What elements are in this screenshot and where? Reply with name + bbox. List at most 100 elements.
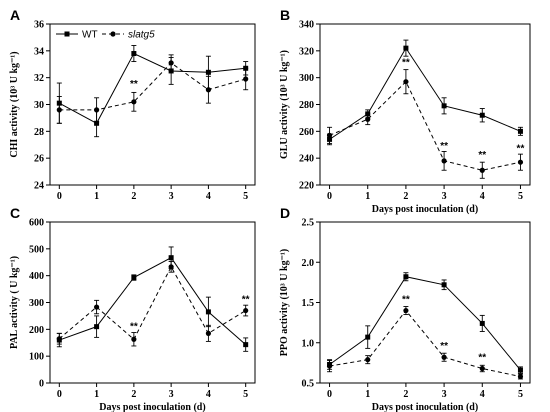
- significance-mark: **: [130, 79, 138, 90]
- data-point: [205, 309, 211, 315]
- significance-mark: **: [440, 341, 448, 352]
- y-tick-label: 36: [34, 20, 44, 31]
- x-tick-label: 4: [206, 389, 211, 400]
- y-tick-label: 220: [299, 181, 314, 192]
- x-tick-label: 2: [131, 191, 136, 202]
- data-point: [517, 128, 523, 134]
- y-tick-label: 34: [34, 46, 44, 57]
- y-axis-title: GLU activity (10³ U kg⁻¹): [279, 50, 290, 159]
- data-point: [479, 167, 485, 173]
- x-tick-label: 3: [169, 191, 174, 202]
- x-tick-label: 4: [480, 389, 485, 400]
- y-tick-label: 200: [29, 325, 44, 336]
- y-tick-label: 2.5: [302, 218, 315, 229]
- data-point: [403, 79, 409, 85]
- legend-label: WT: [82, 30, 98, 41]
- x-tick-label: 2: [403, 389, 408, 400]
- data-point: [403, 45, 409, 51]
- data-point: [441, 103, 447, 109]
- y-tick-label: 300: [29, 298, 44, 309]
- data-point: [403, 274, 409, 280]
- series-line: [59, 52, 246, 124]
- x-tick-label: 5: [243, 191, 248, 202]
- data-point: [56, 336, 62, 342]
- significance-mark: **: [440, 141, 448, 152]
- series-wt: [327, 39, 523, 146]
- x-tick-label: 1: [94, 389, 99, 400]
- series-mutant: [56, 260, 249, 347]
- x-tick-label: 2: [403, 191, 408, 202]
- x-tick-label: 1: [365, 389, 370, 400]
- data-point: [403, 307, 409, 314]
- y-tick-label: 600: [29, 218, 44, 229]
- data-point: [205, 69, 211, 75]
- data-point: [441, 158, 447, 164]
- x-tick-label: 1: [94, 191, 99, 202]
- series-line: [329, 276, 521, 371]
- data-point: [326, 132, 333, 138]
- legend: WT slatg5: [56, 30, 155, 41]
- panel-letter: D: [280, 205, 290, 221]
- data-point: [365, 357, 371, 363]
- y-axis-title: CHI activity (10³ U kg⁻¹): [9, 51, 20, 157]
- data-point: [243, 307, 249, 314]
- y-tick-label: 30: [34, 100, 44, 111]
- legend-marker: [64, 31, 70, 37]
- data-point: [365, 334, 371, 340]
- x-tick-label: 1: [365, 191, 370, 202]
- significance-mark: **: [130, 321, 138, 332]
- y-tick-label: 2.0: [302, 258, 315, 269]
- x-axis-title: Days post inoculation (d): [372, 402, 478, 412]
- panel-letter: A: [10, 7, 20, 23]
- data-point: [441, 282, 447, 288]
- panel-b: B 220 240 260 280 300 320 340 0 1 2 3 4 5 Days post in…: [279, 7, 531, 215]
- panel-letter: C: [10, 205, 20, 221]
- y-tick-label: 280: [299, 100, 314, 111]
- y-tick-label: 320: [299, 46, 314, 57]
- x-tick-label: 0: [327, 191, 332, 202]
- data-point: [479, 365, 485, 372]
- y-tick-label: 240: [299, 154, 314, 165]
- legend-marker: [110, 31, 116, 37]
- series-mutant: [326, 69, 524, 179]
- series-wt: [56, 45, 249, 138]
- data-point: [94, 324, 100, 330]
- series-mutant: [326, 306, 524, 380]
- x-tick-label: 0: [57, 191, 62, 202]
- series-wt: [56, 246, 249, 352]
- data-point: [441, 354, 447, 360]
- data-point: [131, 51, 137, 57]
- x-tick-label: 3: [442, 389, 447, 400]
- y-tick-label: 400: [29, 271, 44, 282]
- legend-label: slatg5: [128, 30, 155, 41]
- data-point: [131, 99, 137, 105]
- data-point: [243, 342, 249, 348]
- panel-d: D 0.5 1.0 1.5 2.0 2.5 0 1 2 3 4 5 Days post inoculat…: [279, 205, 531, 412]
- data-point: [205, 87, 212, 93]
- x-axis-title: Days post inoculation (d): [372, 204, 478, 215]
- data-point: [365, 116, 371, 122]
- data-point: [93, 107, 100, 113]
- series-line: [59, 62, 246, 111]
- data-point: [168, 255, 174, 261]
- series-line: [59, 257, 247, 346]
- series-line: [329, 80, 521, 171]
- y-axis-title: PAL activity ( U kg⁻¹): [9, 256, 20, 349]
- y-tick-label: 300: [299, 73, 314, 84]
- significance-mark: **: [478, 352, 486, 363]
- significance-mark: **: [242, 295, 250, 306]
- x-tick-label: 5: [518, 389, 523, 400]
- y-tick-label: 26: [34, 154, 44, 165]
- x-tick-label: 5: [243, 389, 248, 400]
- y-tick-label: 1.5: [302, 298, 315, 309]
- y-tick-label: 260: [299, 127, 314, 138]
- x-tick-label: 3: [169, 389, 174, 400]
- data-point: [131, 336, 137, 342]
- data-point: [517, 373, 524, 380]
- y-tick-label: 32: [34, 73, 44, 84]
- y-axis-title: PPO activity (10³ U kg⁻¹): [279, 249, 290, 356]
- data-point: [517, 159, 524, 165]
- y-tick-label: 28: [34, 127, 44, 138]
